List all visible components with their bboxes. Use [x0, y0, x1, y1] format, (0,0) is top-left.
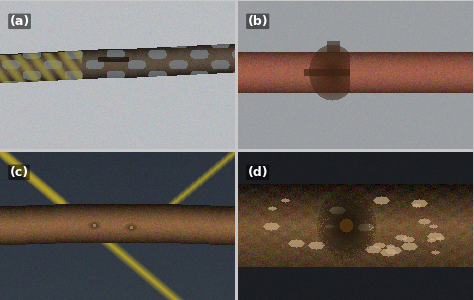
Text: (a): (a): [9, 15, 30, 28]
Text: (c): (c): [9, 166, 28, 179]
Text: (d): (d): [247, 166, 268, 179]
Text: (b): (b): [247, 15, 268, 28]
